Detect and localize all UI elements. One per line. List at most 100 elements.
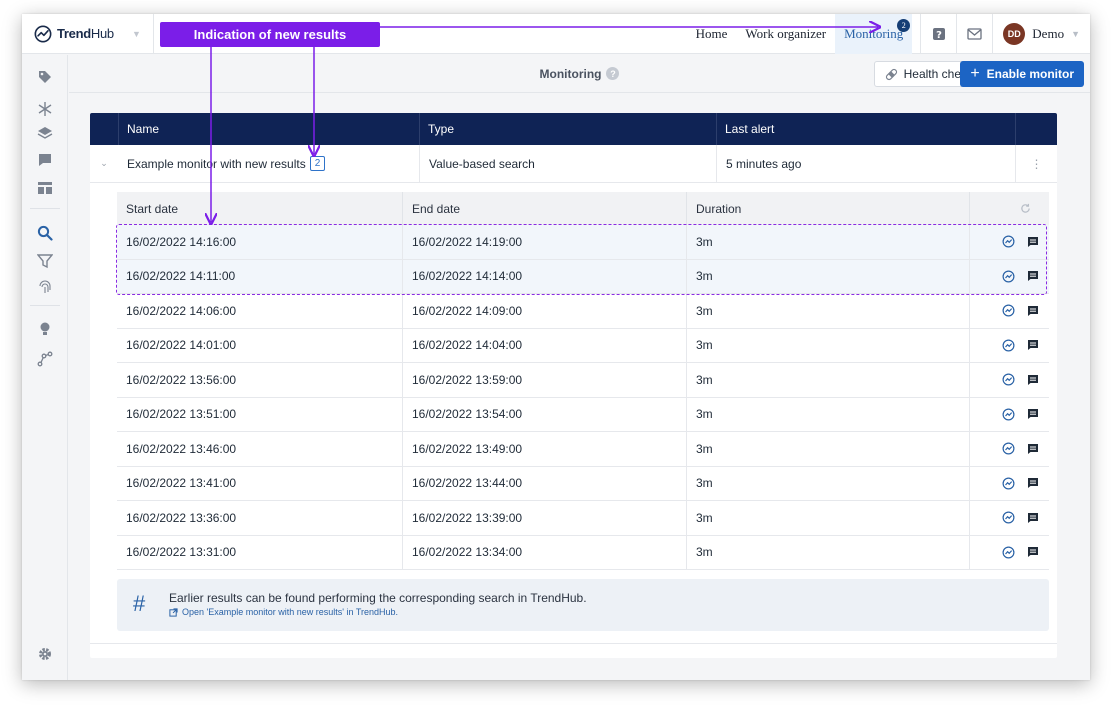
user-menu[interactable]: DD Demo ▼ xyxy=(992,14,1090,54)
plus-icon: + xyxy=(970,65,980,82)
result-start-date: 16/02/2022 13:31:00 xyxy=(126,545,237,560)
column-header-type[interactable]: Type xyxy=(419,113,717,145)
comment-icon[interactable] xyxy=(1027,339,1039,351)
trend-chart-icon[interactable] xyxy=(1002,511,1015,524)
trend-chart-icon[interactable] xyxy=(1002,304,1015,317)
external-link-icon xyxy=(169,607,178,617)
sidebar-item-dashboards[interactable] xyxy=(30,174,60,202)
comment-icon[interactable] xyxy=(1027,408,1039,420)
sidebar xyxy=(22,55,68,680)
page-header: Monitoring ? Health check + Enable monit… xyxy=(69,55,1090,93)
trend-chart-icon[interactable] xyxy=(1002,477,1015,490)
hint-text: Earlier results can be found performing … xyxy=(169,591,587,605)
sidebar-item-models[interactable] xyxy=(30,345,60,373)
enable-monitor-button[interactable]: + Enable monitor xyxy=(960,61,1084,87)
result-actions xyxy=(969,397,1049,431)
monitor-row[interactable]: ⌄ Example monitor with new results 2 Val… xyxy=(90,145,1057,183)
result-row[interactable]: 16/02/2022 14:06:00 16/02/2022 14:09:00 3m xyxy=(117,294,1049,329)
comment-icon[interactable] xyxy=(1027,477,1039,489)
result-actions xyxy=(969,328,1049,362)
hashtag-icon: # xyxy=(133,591,146,616)
trend-chart-icon[interactable] xyxy=(1002,442,1015,455)
result-duration: 3m xyxy=(686,397,970,431)
comment-icon[interactable] xyxy=(1027,305,1039,317)
result-row[interactable]: 16/02/2022 13:41:00 16/02/2022 13:44:00 3m xyxy=(117,466,1049,501)
result-actions xyxy=(969,294,1049,328)
sidebar-item-sources[interactable] xyxy=(30,95,60,123)
result-row[interactable]: 16/02/2022 14:11:00 16/02/2022 14:14:00 3m xyxy=(117,259,1049,294)
sidebar-item-filter[interactable] xyxy=(30,247,60,275)
result-end-date: 16/02/2022 13:44:00 xyxy=(402,466,688,500)
result-duration: 3m xyxy=(686,501,970,535)
sidebar-item-tags[interactable] xyxy=(30,63,60,91)
column-header-duration[interactable]: Duration xyxy=(686,192,970,225)
column-header-end-date[interactable]: End date xyxy=(402,192,688,225)
nav-home[interactable]: Home xyxy=(695,26,728,41)
sidebar-item-settings[interactable] xyxy=(30,640,60,668)
sidebar-item-fingerprint[interactable] xyxy=(30,273,60,301)
trend-chart-icon[interactable] xyxy=(1002,546,1015,559)
result-row[interactable]: 16/02/2022 13:31:00 16/02/2022 13:34:00 3m xyxy=(117,535,1049,570)
result-actions xyxy=(969,535,1049,569)
result-row[interactable]: 16/02/2022 13:36:00 16/02/2022 13:39:00 3m xyxy=(117,501,1049,536)
comment-icon xyxy=(39,154,51,166)
column-header-actions xyxy=(1015,113,1057,145)
trend-chart-icon[interactable] xyxy=(1002,373,1015,386)
comment-icon[interactable] xyxy=(1027,546,1039,558)
refresh-button[interactable] xyxy=(969,192,1049,225)
comment-icon[interactable] xyxy=(1027,443,1039,455)
result-start-date: 16/02/2022 13:56:00 xyxy=(126,372,237,387)
result-actions xyxy=(969,225,1049,259)
chevron-down-icon[interactable]: ⌄ xyxy=(100,158,108,168)
result-end-date: 16/02/2022 13:39:00 xyxy=(402,501,688,535)
monitor-type: Value-based search xyxy=(419,145,717,182)
result-end-date: 16/02/2022 14:09:00 xyxy=(402,294,688,328)
result-end-date: 16/02/2022 13:49:00 xyxy=(402,432,688,466)
results-table-header: Start date End date Duration xyxy=(117,192,1049,225)
open-in-trendhub-link[interactable]: Open 'Example monitor with new results' … xyxy=(169,607,398,617)
result-row[interactable]: 16/02/2022 14:01:00 16/02/2022 14:04:00 3m xyxy=(117,328,1049,363)
result-duration: 3m xyxy=(686,535,970,569)
sidebar-item-insights[interactable] xyxy=(30,315,60,343)
annotation-highlight-box xyxy=(116,224,1047,295)
result-duration: 3m xyxy=(686,225,970,259)
app-switcher-caret-icon[interactable]: ▼ xyxy=(120,14,154,54)
trend-chart-icon[interactable] xyxy=(1002,408,1015,421)
help-button[interactable]: ? xyxy=(920,14,956,54)
logo[interactable]: TrendHub xyxy=(22,14,120,54)
lightbulb-icon xyxy=(40,322,50,335)
comment-icon[interactable] xyxy=(1027,236,1039,248)
trend-chart-icon[interactable] xyxy=(1002,270,1015,283)
mail-icon xyxy=(967,28,982,40)
messages-button[interactable] xyxy=(956,14,992,54)
comment-icon[interactable] xyxy=(1027,270,1039,282)
column-header-start-date[interactable]: Start date xyxy=(126,201,179,216)
gear-icon xyxy=(39,648,51,660)
result-row[interactable]: 16/02/2022 13:46:00 16/02/2022 13:49:00 3m xyxy=(117,432,1049,467)
column-header-name[interactable]: Name xyxy=(118,113,420,145)
comment-icon[interactable] xyxy=(1027,512,1039,524)
result-start-date: 16/02/2022 14:11:00 xyxy=(126,269,236,284)
monitor-row-collapsed[interactable] xyxy=(90,643,1057,658)
sidebar-item-annotations[interactable] xyxy=(30,146,60,174)
sidebar-item-layers[interactable] xyxy=(30,119,60,147)
more-options-icon[interactable]: ⋮ xyxy=(1015,145,1057,182)
sidebar-divider xyxy=(30,208,60,209)
monitor-last-alert: 5 minutes ago xyxy=(716,145,1015,182)
trend-chart-icon[interactable] xyxy=(1002,235,1015,248)
nav-work-organizer[interactable]: Work organizer xyxy=(745,26,827,41)
results-table: Start date End date Duration 16/02/2022 … xyxy=(117,192,1049,570)
result-row[interactable]: 16/02/2022 14:16:00 16/02/2022 14:19:00 3m xyxy=(117,225,1049,260)
nav-monitoring[interactable]: Monitoring 2 xyxy=(835,14,913,54)
sidebar-divider xyxy=(30,305,60,306)
result-duration: 3m xyxy=(686,466,970,500)
help-icon[interactable]: ? xyxy=(606,67,620,80)
sidebar-item-search[interactable] xyxy=(30,219,60,247)
result-start-date: 16/02/2022 13:41:00 xyxy=(126,476,237,491)
result-row[interactable]: 16/02/2022 13:56:00 16/02/2022 13:59:00 3m xyxy=(117,363,1049,398)
result-row[interactable]: 16/02/2022 13:51:00 16/02/2022 13:54:00 3m xyxy=(117,397,1049,432)
trend-chart-icon[interactable] xyxy=(1002,339,1015,352)
column-header-last-alert[interactable]: Last alert xyxy=(716,113,1015,145)
result-start-date: 16/02/2022 14:06:00 xyxy=(126,303,237,318)
comment-icon[interactable] xyxy=(1027,374,1039,386)
